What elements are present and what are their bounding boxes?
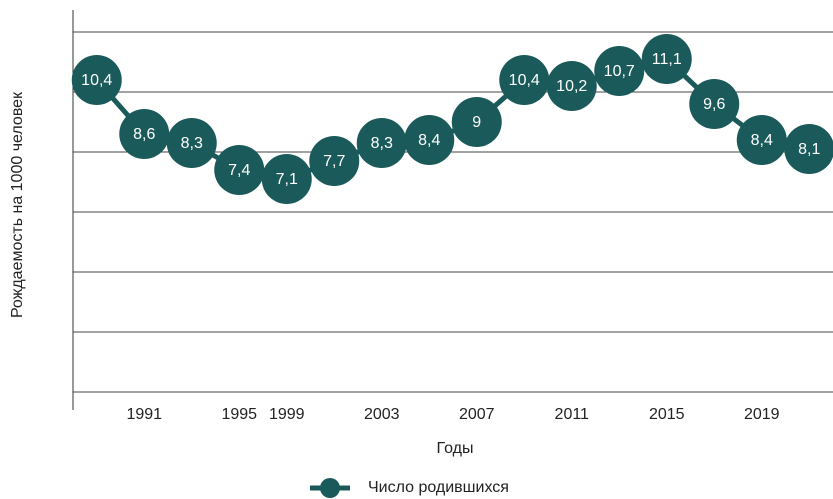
x-tick-label: 1999 xyxy=(269,406,305,423)
marker xyxy=(71,55,122,105)
data-label: 7,4 xyxy=(228,162,250,179)
marker xyxy=(404,115,455,165)
marker xyxy=(736,115,787,165)
data-label: 9 xyxy=(472,114,481,131)
marker xyxy=(261,154,312,204)
data-label: 8,3 xyxy=(181,135,203,152)
data-label: 10,4 xyxy=(81,72,112,89)
marker xyxy=(784,124,833,174)
line xyxy=(94,56,810,182)
x-tick-label: 2019 xyxy=(744,406,780,423)
data-label: 8,3 xyxy=(371,135,393,152)
y-axis-label: Рождаемость на 1000 человек xyxy=(9,91,26,318)
marker xyxy=(356,118,407,168)
data-label: 8,1 xyxy=(798,141,820,158)
x-tick-label: 1991 xyxy=(126,406,162,423)
legend-label: Число родившихся xyxy=(368,479,509,496)
x-tick-label: 1995 xyxy=(221,406,257,423)
data-label: 10,4 xyxy=(509,72,540,89)
marker xyxy=(119,109,170,159)
marker xyxy=(499,55,550,105)
marker xyxy=(166,118,217,168)
data-label: 9,6 xyxy=(703,96,725,113)
legend-marker xyxy=(320,478,340,498)
marker xyxy=(641,34,692,84)
data-label: 10,2 xyxy=(556,78,587,95)
x-tick-label: 2003 xyxy=(364,406,400,423)
x-axis-label: Годы xyxy=(437,440,474,457)
x-tick-label: 2007 xyxy=(459,406,495,423)
data-label: 8,4 xyxy=(418,132,440,149)
marker xyxy=(214,145,265,195)
x-tick-label: 2015 xyxy=(649,406,685,423)
data-label: 7,1 xyxy=(276,171,298,188)
data-label: 10,7 xyxy=(604,63,635,80)
marker xyxy=(594,46,645,96)
data-label: 11,1 xyxy=(652,51,682,68)
marker xyxy=(546,61,597,111)
marker xyxy=(309,136,360,186)
data-label: 8,4 xyxy=(751,132,773,149)
data-label: 7,7 xyxy=(323,153,345,170)
marker xyxy=(689,79,740,129)
marker xyxy=(451,97,502,147)
x-tick-label: 2011 xyxy=(555,406,590,423)
data-label: 8,6 xyxy=(133,126,155,143)
